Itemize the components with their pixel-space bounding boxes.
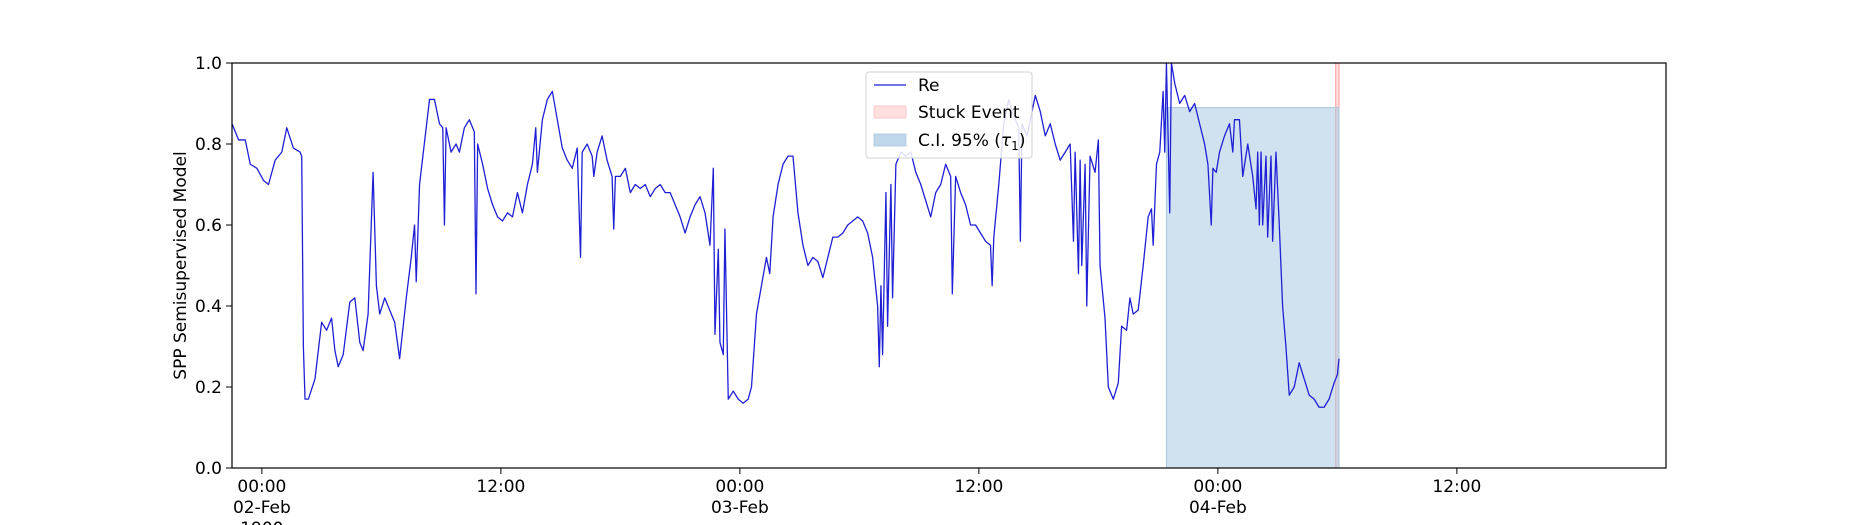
y-tick-label: 0.2 <box>195 378 222 398</box>
legend-label-re: Re <box>918 76 940 96</box>
y-axis-label: SPP Semisupervised Model <box>171 151 191 379</box>
x-tick-label: 12:00 <box>1432 477 1481 497</box>
y-tick-label: 0.8 <box>195 135 222 155</box>
x-tick-label: 12:00 <box>954 477 1003 497</box>
legend-label-ci-tau: τ <box>1001 131 1012 151</box>
legend-label-ci-sub: 1 <box>1011 139 1019 153</box>
x-axis: 00:0002-Feb190012:0000:0003-Feb12:0000:0… <box>233 468 1481 525</box>
legend-label-ci-main: C.I. 95% ( <box>918 131 1001 151</box>
x-tick-label: 1900 <box>240 519 283 525</box>
legend-swatch-stuck-event <box>873 105 907 119</box>
x-tick-label: 12:00 <box>476 477 525 497</box>
x-tick-label: 02-Feb <box>233 498 291 518</box>
legend: Re Stuck Event C.I. 95% (τ1) <box>865 71 1033 159</box>
legend-label-ci-tail: ) <box>1019 131 1026 151</box>
plot-frame <box>231 62 1667 469</box>
legend-swatch-ci <box>873 133 907 147</box>
x-tick-label: 00:00 <box>237 477 286 497</box>
legend-label-stuck-event: Stuck Event <box>918 103 1020 123</box>
series-layer <box>231 62 1340 408</box>
shaded-regions <box>1165 62 1340 469</box>
y-tick-label: 0.0 <box>195 459 222 479</box>
x-tick-label: 03-Feb <box>711 498 769 518</box>
series-line-re <box>231 62 1340 408</box>
x-tick-label: 04-Feb <box>1189 498 1247 518</box>
legend-label-ci: C.I. 95% (τ1) <box>918 131 1025 153</box>
x-tick-label: 00:00 <box>715 477 764 497</box>
legend-box <box>865 71 1033 159</box>
y-tick-label: 0.4 <box>195 297 222 317</box>
x-tick-label: 00:00 <box>1193 477 1242 497</box>
y-tick-label: 1.0 <box>195 54 222 74</box>
y-axis: 0.0 0.2 0.4 0.6 0.8 1.0 <box>195 54 232 479</box>
y-tick-label: 0.6 <box>195 216 222 236</box>
confidence-interval-region <box>1165 107 1340 469</box>
